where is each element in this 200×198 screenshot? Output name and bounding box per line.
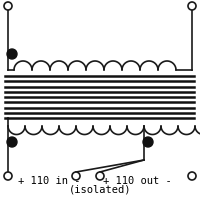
Circle shape xyxy=(7,137,17,147)
Circle shape xyxy=(72,172,80,180)
Circle shape xyxy=(188,2,196,10)
Circle shape xyxy=(143,137,153,147)
Circle shape xyxy=(188,172,196,180)
Circle shape xyxy=(7,49,17,59)
Circle shape xyxy=(4,172,12,180)
Text: + 110 in -: + 110 in - xyxy=(18,176,80,186)
Circle shape xyxy=(4,2,12,10)
Text: + 110 out -: + 110 out - xyxy=(103,176,172,186)
Circle shape xyxy=(96,172,104,180)
Text: (isolated): (isolated) xyxy=(69,185,131,195)
